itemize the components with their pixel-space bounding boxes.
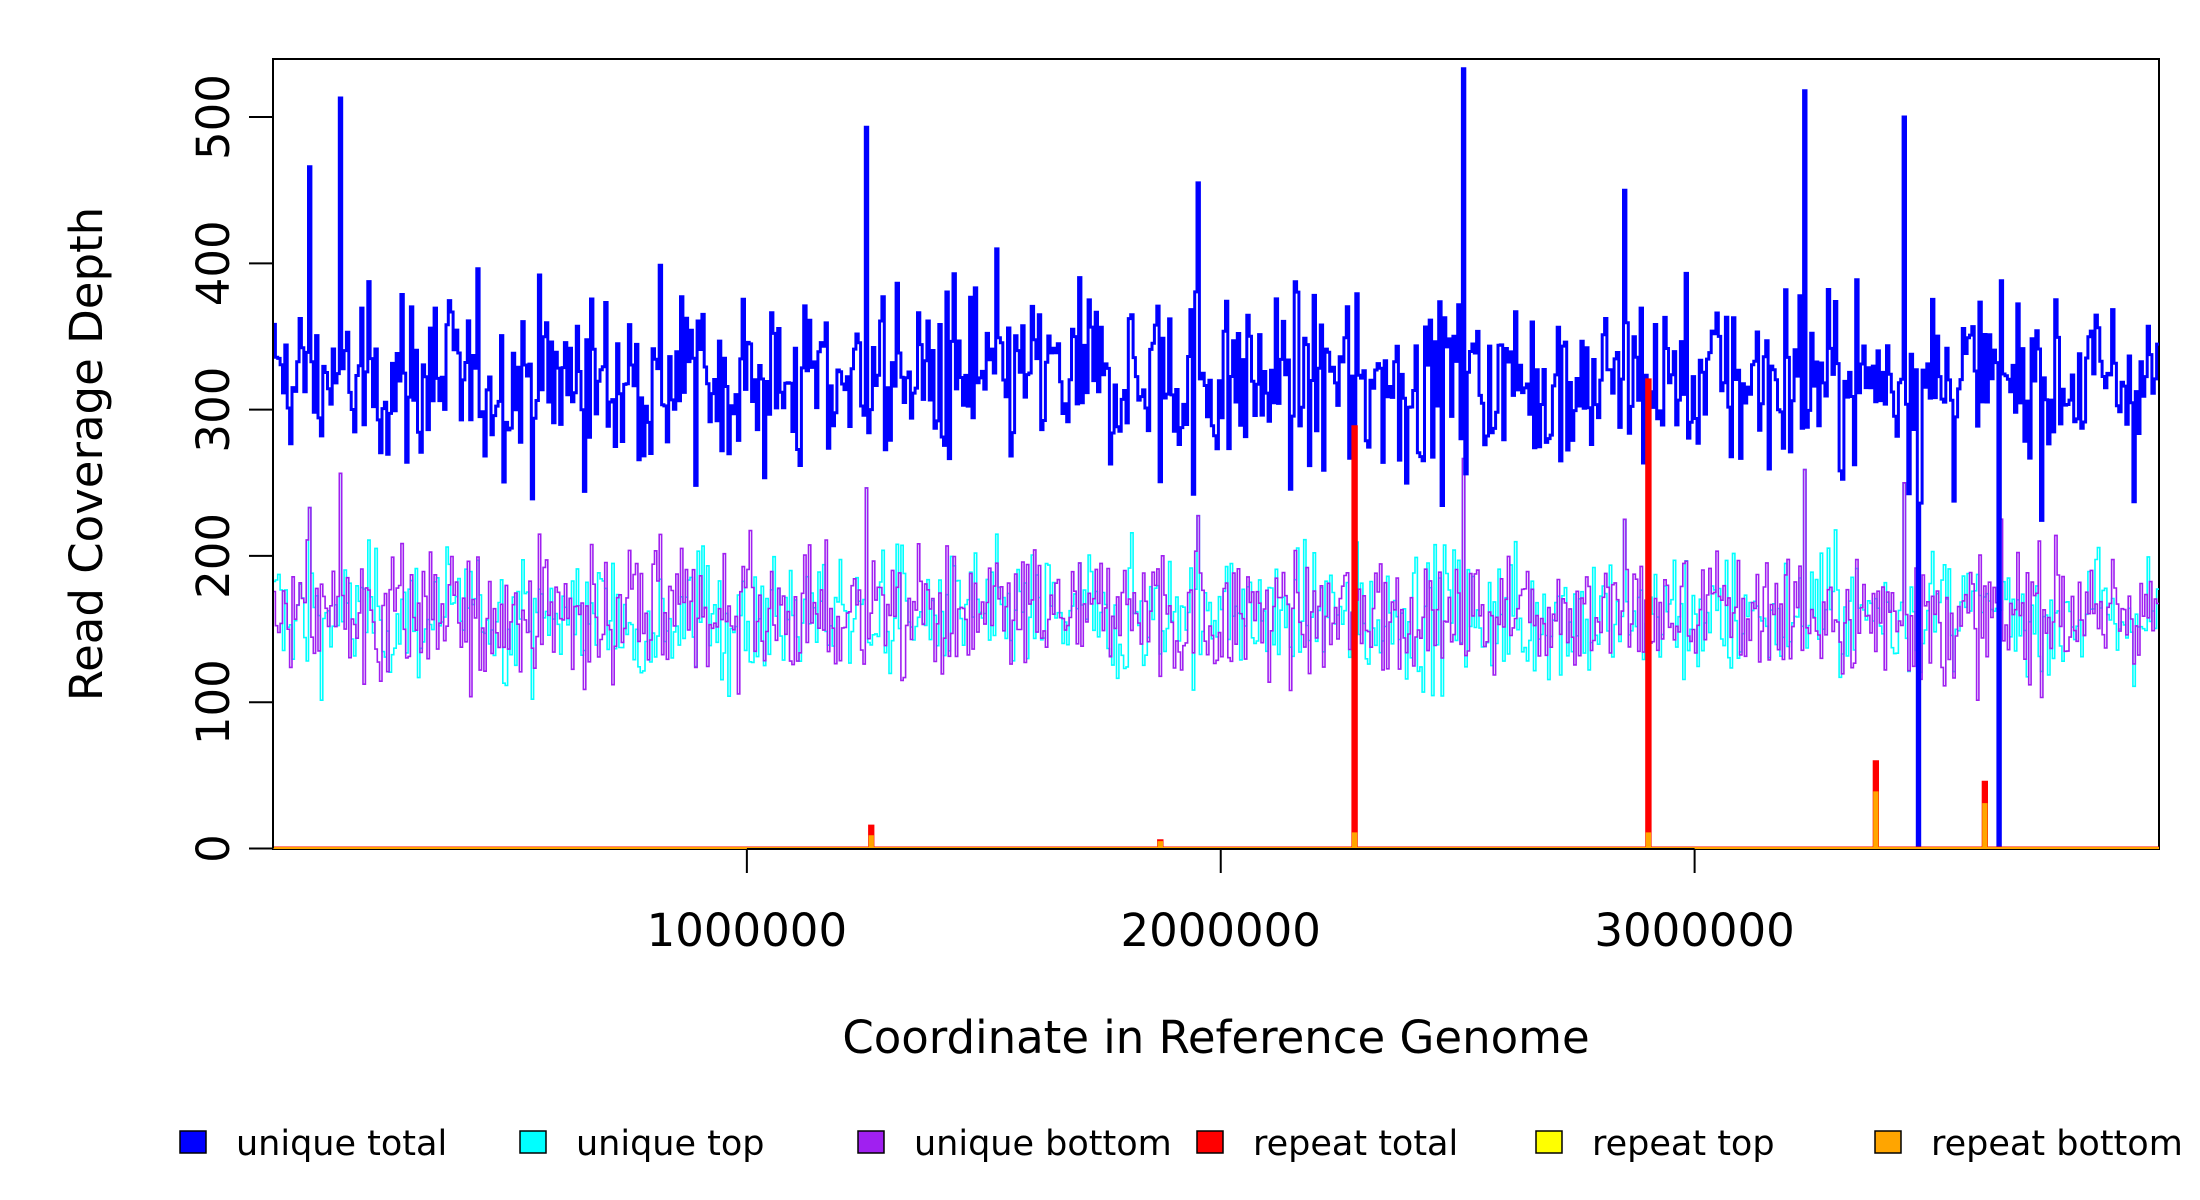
y-tick-label: 300 [187, 367, 240, 453]
x-tick-label: 1000000 [647, 904, 847, 957]
legend-swatch [179, 1130, 207, 1154]
legend: unique total unique top unique bottom repea… [179, 1124, 2183, 1164]
series-line-unique-bottom [273, 457, 2159, 849]
series-line-unique-top [273, 457, 2159, 849]
legend-swatch [857, 1130, 885, 1154]
y-tick-label: 200 [187, 513, 240, 599]
legend-swatch [1196, 1130, 1224, 1154]
y-axis: 0 100 200 300 400 500 [187, 74, 274, 863]
y-tick-label: 100 [187, 659, 240, 745]
x-axis: 1000000 2000000 3000000 [647, 848, 1795, 957]
legend-swatch [1874, 1130, 1902, 1154]
legend-label: repeat bottom [1931, 1124, 2183, 1164]
legend-label: unique bottom [914, 1124, 1172, 1164]
plot-frame [272, 58, 2160, 850]
series-line-unique-total [273, 67, 2159, 849]
legend-label: unique top [576, 1124, 765, 1164]
y-tick-label: 500 [187, 74, 240, 160]
y-tick-label: 0 [187, 834, 240, 863]
series-layer [273, 67, 2159, 849]
legend-swatch [519, 1130, 547, 1154]
series-line-repeat-bottom [273, 791, 2159, 849]
x-tick-label: 3000000 [1594, 904, 1794, 957]
y-tick-label: 400 [187, 220, 240, 306]
x-axis-title: Coordinate in Reference Genome [842, 1011, 1589, 1064]
legend-label: repeat total [1253, 1124, 1458, 1164]
series-line-repeat-total [273, 378, 2159, 849]
legend-label: unique total [236, 1124, 447, 1164]
x-tick-label: 2000000 [1121, 904, 1321, 957]
legend-label: repeat top [1592, 1124, 1775, 1164]
legend-swatch [1535, 1130, 1563, 1154]
y-axis-title: Read Coverage Depth [60, 207, 113, 701]
